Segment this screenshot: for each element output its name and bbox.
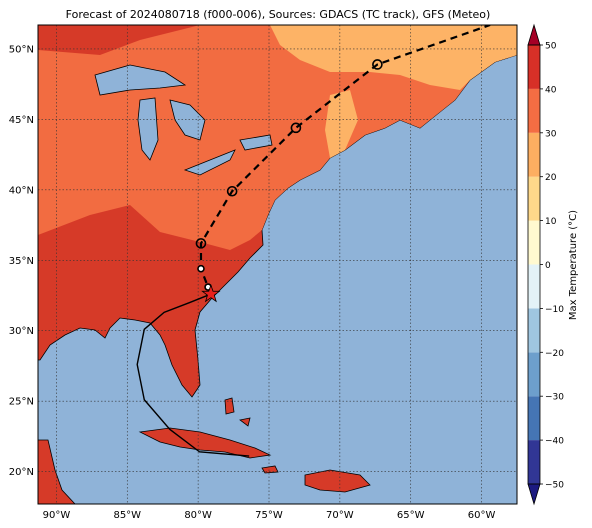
y-tick-label: 45°N [9,115,34,126]
x-tick-label: 70°W [326,510,354,521]
y-tick-label: 50°N [9,44,34,55]
colorbar-extend [527,483,541,506]
colorbar-segment [528,132,540,177]
colorbar-tick-label: 20 [545,173,557,183]
colorbar-label: Max Temperature (°C) [568,210,579,320]
colorbar-segment [528,440,540,484]
y-tick-label: 20°N [9,467,34,478]
track [136,25,491,457]
y-tick-label: 30°N [9,326,34,337]
great-lakes [94,64,273,176]
storm-position [201,283,221,303]
map-frame [37,24,518,505]
colorbar-tick-label: −20 [545,349,564,359]
forecast-track [199,25,491,295]
forecast-point [290,122,302,134]
colorbar-tick-label: 30 [545,129,557,139]
y-tick-label: 35°N [9,256,34,267]
colorbar: −50 −40 −30 −20 −10 0 10 20 30 40 50 [527,23,564,506]
colorbar-segment [528,45,540,89]
colorbar-segment [528,264,540,309]
x-tick-label: 80°W [184,510,212,521]
colorbar-segment [528,396,540,441]
y-tick-label: 40°N [9,185,34,196]
colorbar-tick-label: −50 [545,481,564,491]
colorbar-segment [528,176,540,221]
x-tick-label: 75°W [255,510,283,521]
colorbar-segment [528,308,540,353]
land [38,397,371,504]
grid [38,25,517,504]
colorbar-tick-label: −10 [545,305,564,315]
x-tick-label: 90°W [43,510,71,521]
x-tick-label: 65°W [397,510,425,521]
colorbar-segment [528,352,540,397]
colorbar-tick-label: 0 [545,261,551,271]
colorbar-tick-label: 40 [545,85,557,95]
forecast-point [372,59,383,70]
colorbar-tick-label: −40 [545,437,564,447]
y-tick-label: 25°N [9,397,34,408]
past-track [136,293,250,457]
forecast-point [226,185,238,197]
colorbar-segment [528,88,540,133]
colorbar-tick-label: 50 [545,42,557,52]
x-tick-label: 85°W [113,510,141,521]
forecast-point [197,264,205,273]
axes: 90°W 85°W 80°W 75°W 70°W 65°W 60°W 20°N 25°N 30°N… [9,44,496,521]
forecast-point [195,238,207,249]
colorbar-tick-label: −30 [545,393,564,403]
title: Forecast of 2024080718 (f000-006), Sourc… [66,8,491,21]
temperature-zone [270,25,517,158]
map [38,25,517,504]
colorbar-tick-label: 10 [545,217,557,227]
colorbar-segment [528,220,540,265]
colorbar-extend [527,23,541,46]
x-tick-label: 60°W [468,510,496,521]
